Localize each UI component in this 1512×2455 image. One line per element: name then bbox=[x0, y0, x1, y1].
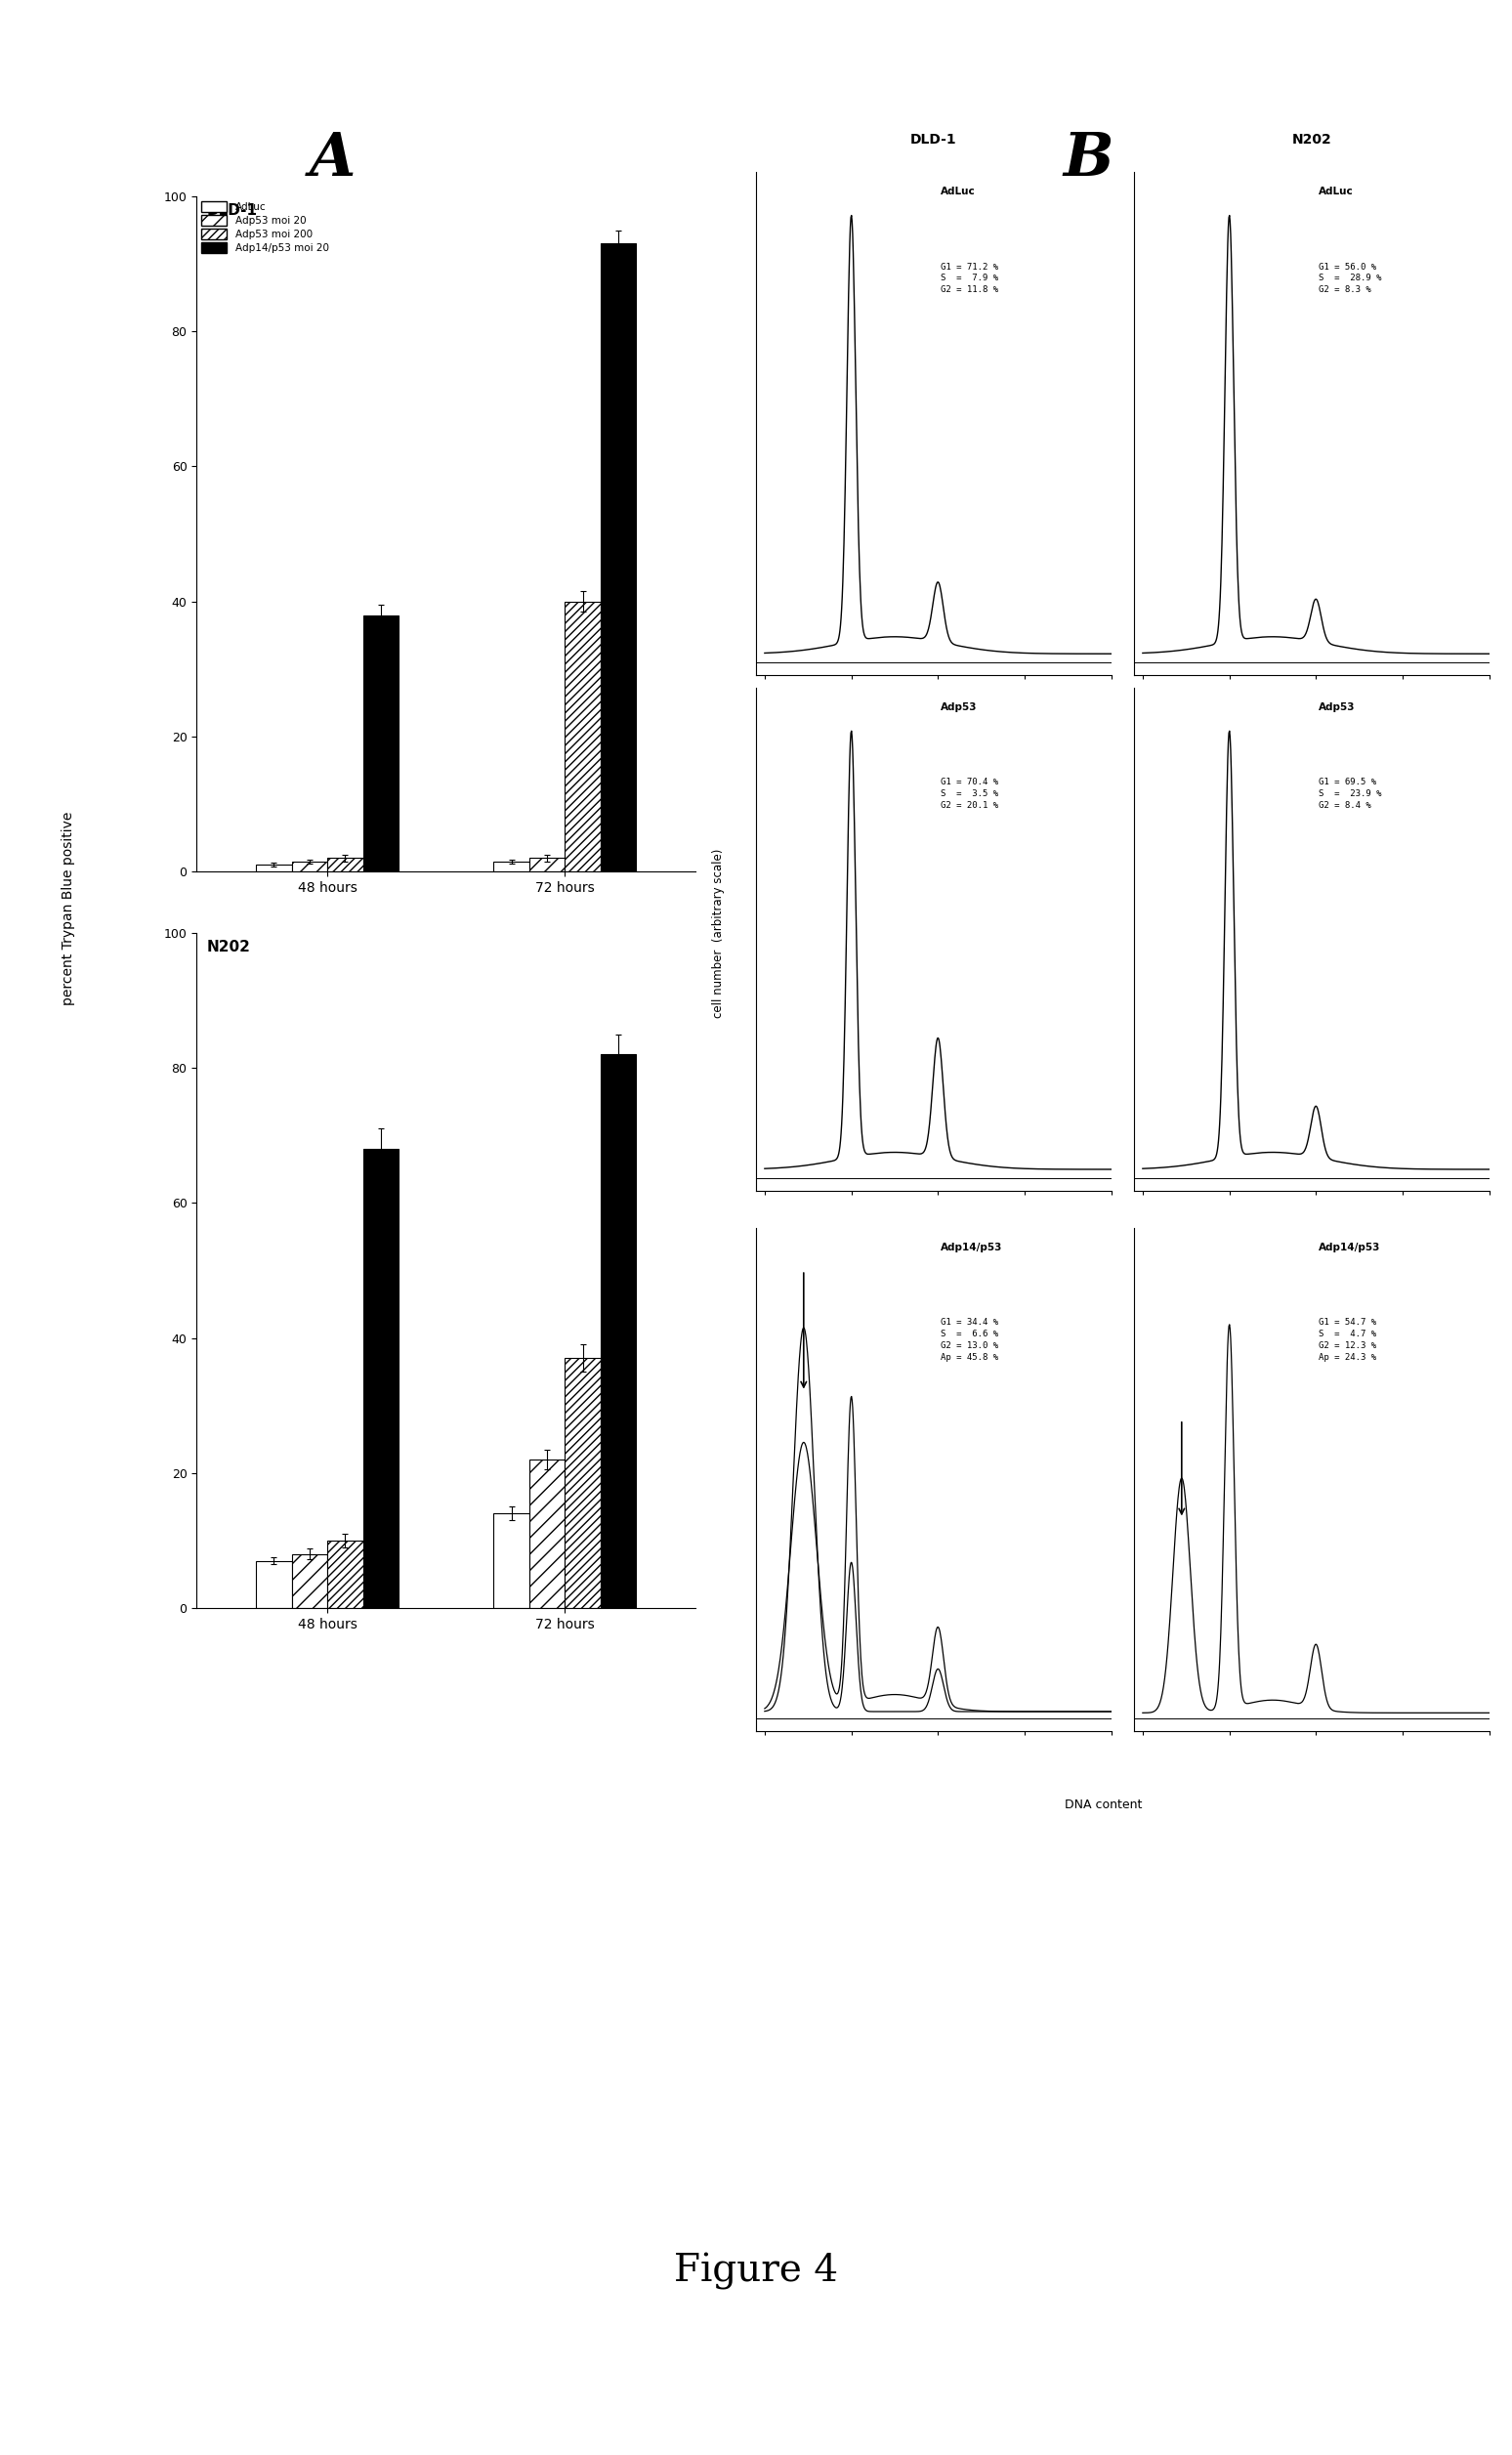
Bar bbox=[565, 1358, 600, 1608]
Bar bbox=[292, 862, 327, 872]
Bar bbox=[363, 1149, 399, 1608]
Text: DNA content: DNA content bbox=[1064, 1797, 1143, 1812]
Text: DLD-1: DLD-1 bbox=[910, 133, 957, 147]
Text: AdLuc: AdLuc bbox=[940, 187, 975, 196]
Text: G1 = 70.4 %
S  =  3.5 %
G2 = 20.1 %: G1 = 70.4 % S = 3.5 % G2 = 20.1 % bbox=[940, 778, 998, 810]
Text: G1 = 56.0 %
S  =  28.9 %
G2 = 8.3 %: G1 = 56.0 % S = 28.9 % G2 = 8.3 % bbox=[1318, 263, 1382, 295]
Text: Adp53: Adp53 bbox=[1318, 702, 1355, 712]
Bar bbox=[256, 864, 292, 872]
Bar bbox=[600, 243, 637, 872]
Bar bbox=[363, 614, 399, 872]
Text: G1 = 71.2 %
S  =  7.9 %
G2 = 11.8 %: G1 = 71.2 % S = 7.9 % G2 = 11.8 % bbox=[940, 263, 998, 295]
Text: Adp14/p53: Adp14/p53 bbox=[1318, 1242, 1380, 1252]
Text: AdLuc: AdLuc bbox=[1318, 187, 1353, 196]
Text: B: B bbox=[1063, 130, 1114, 189]
Text: DLD-1: DLD-1 bbox=[207, 204, 257, 218]
Bar bbox=[493, 862, 529, 872]
Bar bbox=[565, 601, 600, 872]
Text: Figure 4: Figure 4 bbox=[674, 2251, 838, 2291]
Bar bbox=[292, 1554, 327, 1608]
Text: G1 = 69.5 %
S  =  23.9 %
G2 = 8.4 %: G1 = 69.5 % S = 23.9 % G2 = 8.4 % bbox=[1318, 778, 1382, 810]
Text: cell number  (arbitrary scale): cell number (arbitrary scale) bbox=[712, 849, 724, 1016]
Bar bbox=[327, 859, 363, 872]
Text: N202: N202 bbox=[1291, 133, 1332, 147]
Bar bbox=[256, 1561, 292, 1608]
Text: G1 = 54.7 %
S  =  4.7 %
G2 = 12.3 %
Ap = 24.3 %: G1 = 54.7 % S = 4.7 % G2 = 12.3 % Ap = 2… bbox=[1318, 1318, 1376, 1363]
Text: Adp14/p53: Adp14/p53 bbox=[940, 1242, 1002, 1252]
Text: N202: N202 bbox=[207, 940, 251, 955]
Bar bbox=[600, 1056, 637, 1608]
Text: A: A bbox=[310, 130, 355, 189]
Legend: AdLuc, Adp53 moi 20, Adp53 moi 200, Adp14/p53 moi 20: AdLuc, Adp53 moi 20, Adp53 moi 200, Adp1… bbox=[201, 201, 330, 253]
Bar bbox=[493, 1512, 529, 1608]
Text: G1 = 34.4 %
S  =  6.6 %
G2 = 13.0 %
Ap = 45.8 %: G1 = 34.4 % S = 6.6 % G2 = 13.0 % Ap = 4… bbox=[940, 1318, 998, 1363]
Bar bbox=[327, 1542, 363, 1608]
Text: Adp53: Adp53 bbox=[940, 702, 977, 712]
Bar bbox=[529, 859, 565, 872]
Bar bbox=[529, 1458, 565, 1608]
Text: percent Trypan Blue positive: percent Trypan Blue positive bbox=[60, 813, 76, 1004]
